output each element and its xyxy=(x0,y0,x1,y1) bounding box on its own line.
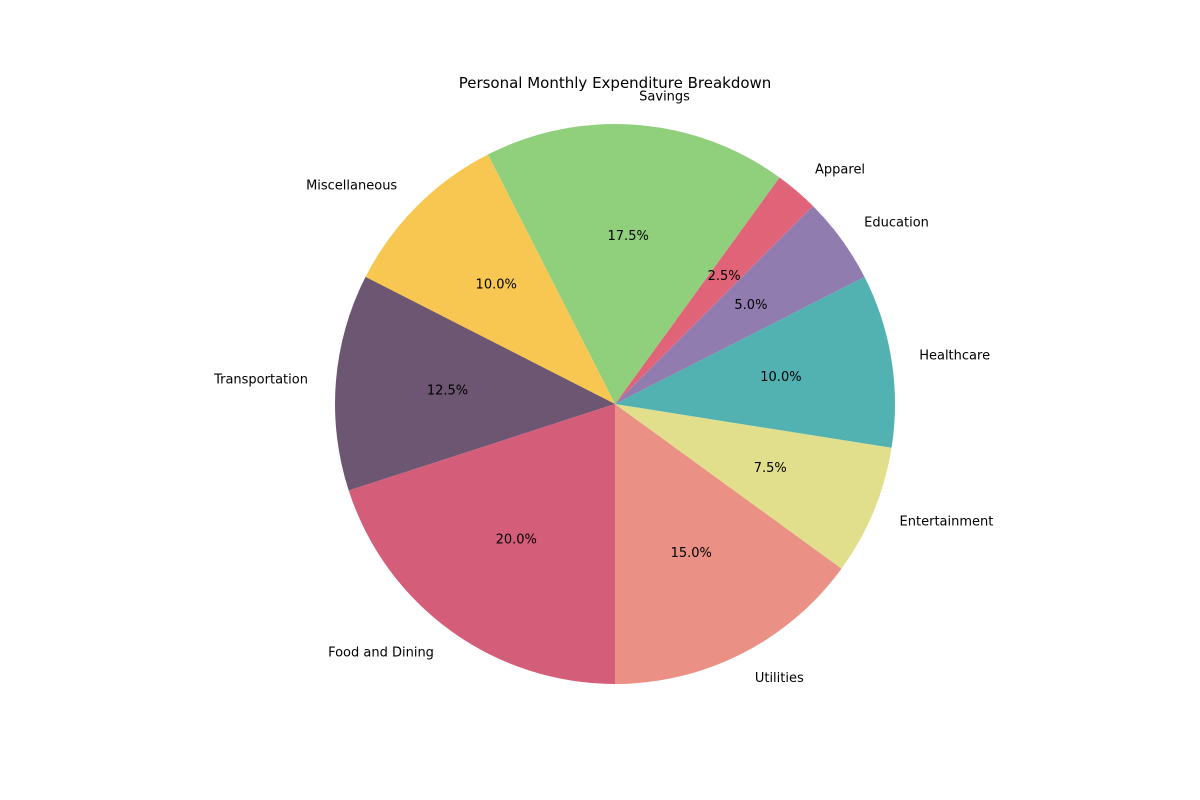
slice-label: Healthcare xyxy=(919,348,990,363)
slice-percent-label: 5.0% xyxy=(734,298,767,313)
pie-slice-savings xyxy=(487,123,780,404)
slice-percent-label: 7.5% xyxy=(754,461,787,476)
slice-percent-label: 17.5% xyxy=(608,229,649,244)
slice-label: Utilities xyxy=(755,671,804,686)
chart-title: Personal Monthly Expenditure Breakdown xyxy=(459,74,772,92)
pie-slice-food-and-dining xyxy=(348,404,615,684)
pie-slice-apparel xyxy=(615,177,813,404)
slice-percent-label: 12.5% xyxy=(427,383,468,398)
pie-slice-entertainment xyxy=(615,404,892,569)
slice-label: Apparel xyxy=(815,162,865,177)
pie-slice-healthcare xyxy=(615,276,895,448)
slice-percent-label: 10.0% xyxy=(760,370,801,385)
pie-slice-transportation xyxy=(335,276,615,491)
pie-labels: Apparel 2.5% Savings 17.5% Miscellaneous 10.0… xyxy=(213,89,993,685)
slice-label: Education xyxy=(864,215,929,230)
slice-percent-label: 10.0% xyxy=(476,278,517,293)
slice-label: Transportation xyxy=(213,372,308,387)
slice-label: Entertainment xyxy=(900,514,994,529)
slice-label: Miscellaneous xyxy=(306,179,397,194)
pie-slices xyxy=(335,123,895,684)
slice-percent-label: 15.0% xyxy=(671,546,712,561)
pie-slice-utilities xyxy=(615,404,842,684)
slice-label: Food and Dining xyxy=(328,646,434,661)
slice-percent-label: 20.0% xyxy=(496,532,537,547)
slice-label: Savings xyxy=(639,89,690,104)
pie-slice-education xyxy=(615,206,865,404)
slice-percent-label: 2.5% xyxy=(708,269,741,284)
pie-slice-miscellaneous xyxy=(365,154,615,404)
